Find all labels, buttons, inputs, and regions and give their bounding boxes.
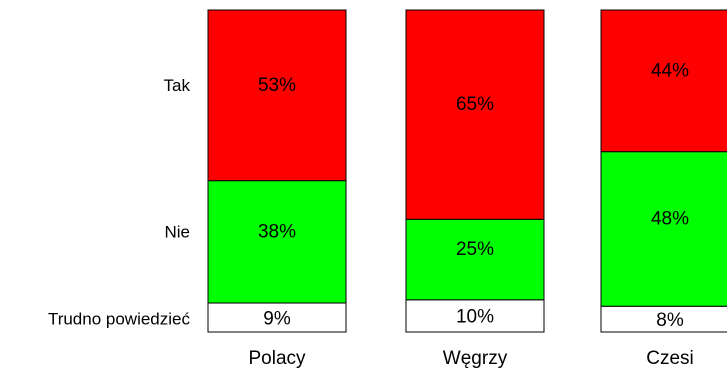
category-label-wegrzy: Węgrzy: [443, 348, 508, 368]
category-label-polacy: Polacy: [248, 348, 306, 368]
bar-segment-czesi-tak: [600, 9, 727, 153]
data-label-czesi-nie: 48%: [651, 208, 689, 229]
bar-segment-czesi-nie: [600, 151, 727, 307]
data-label-czesi-tak: 44%: [651, 60, 689, 81]
bar-segment-polacy-trudno-powiedziec: [207, 302, 347, 333]
bar-segment-wegrzy-nie: [405, 218, 545, 301]
data-label-wegrzy-nie: 25%: [456, 239, 494, 260]
bar-segment-polacy-nie: [207, 180, 347, 304]
category-label-czesi: Czesi: [646, 348, 694, 368]
bar-segment-wegrzy-trudno-powiedziec: [405, 299, 545, 333]
data-label-wegrzy-trudno-powiedziec: 10%: [456, 307, 494, 328]
data-label-polacy-nie: 38%: [258, 221, 296, 242]
data-label-wegrzy-tak: 65%: [456, 94, 494, 115]
bar-segment-wegrzy-tak: [405, 9, 545, 220]
legend-label-tak: Tak: [164, 76, 191, 95]
bar-segment-polacy-tak: [207, 9, 347, 182]
data-label-polacy-tak: 53%: [258, 75, 296, 96]
data-label-czesi-trudno-powiedziec: 8%: [656, 310, 684, 331]
data-label-polacy-trudno-powiedziec: 9%: [263, 308, 291, 329]
legend-label-nie: Nie: [164, 222, 190, 241]
legend-label-trudno-powiedziec: Trudno powiedzieć: [48, 309, 191, 328]
